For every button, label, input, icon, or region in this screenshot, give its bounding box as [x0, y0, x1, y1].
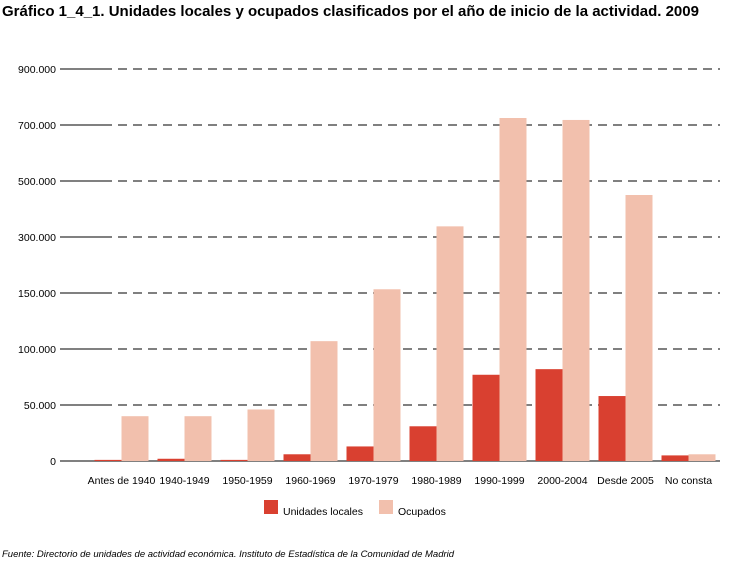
- x-tick-label: Antes de 1940: [88, 475, 156, 487]
- chart-title: Gráfico 1_4_1. Unidades locales y ocupad…: [2, 3, 699, 20]
- bar-ocupados: [310, 341, 338, 461]
- bar-ocupados: [247, 409, 275, 461]
- bar-unidades-locales: [94, 459, 122, 461]
- bar-ocupados: [373, 289, 401, 461]
- bar-ocupados: [499, 118, 527, 461]
- legend-swatch: [379, 500, 393, 514]
- x-tick-label: 1950-1959: [222, 475, 272, 487]
- x-tick-label: 2000-2004: [537, 475, 587, 487]
- bar-unidades-locales: [409, 426, 437, 461]
- source-label: Fuente:: [2, 549, 35, 560]
- bar-unidades-locales: [283, 454, 311, 461]
- x-tick-label: Desde 2005: [597, 475, 654, 487]
- x-tick-label: 1940-1949: [159, 475, 209, 487]
- x-tick-label: 1980-1989: [411, 475, 461, 487]
- y-tick-label: 100.000: [18, 344, 56, 356]
- x-tick-label: 1990-1999: [474, 475, 524, 487]
- bar-unidades-locales: [157, 458, 185, 461]
- y-tick-label: 300.000: [18, 232, 56, 244]
- bar-unidades-locales: [346, 446, 374, 461]
- y-tick-label: 0: [50, 456, 56, 468]
- bar-ocupados: [688, 454, 716, 461]
- bar-unidades-locales: [598, 396, 626, 461]
- y-tick-label: 50.000: [24, 400, 56, 412]
- source-note: Fuente: Directorio de unidades de activi…: [2, 549, 454, 560]
- bar-ocupados: [436, 226, 464, 461]
- y-tick-label: 500.000: [18, 176, 56, 188]
- y-tick-label: 700.000: [18, 120, 56, 132]
- bar-ocupados: [184, 416, 212, 461]
- bar-unidades-locales: [661, 455, 689, 461]
- bar-unidades-locales: [220, 459, 248, 461]
- bar-unidades-locales: [535, 369, 563, 461]
- x-tick-label: 1960-1969: [285, 475, 335, 487]
- y-tick-label: 150.000: [18, 288, 56, 300]
- x-tick-label: No consta: [665, 475, 712, 487]
- legend-label: Ocupados: [398, 506, 446, 518]
- y-tick-label: 900.000: [18, 64, 56, 76]
- bar-chart: 0 50.000 100.000 150.000 300.000 500.000 700.0…: [18, 64, 720, 518]
- bar-ocupados: [121, 416, 149, 461]
- legend-swatch: [264, 500, 278, 514]
- source-text: Directorio de unidades de actividad econ…: [36, 549, 455, 560]
- bar-unidades-locales: [472, 374, 500, 461]
- bar-ocupados: [562, 119, 590, 462]
- bar-ocupados: [625, 195, 653, 461]
- legend-label: Unidades locales: [283, 506, 363, 518]
- x-tick-label: 1970-1979: [348, 475, 398, 487]
